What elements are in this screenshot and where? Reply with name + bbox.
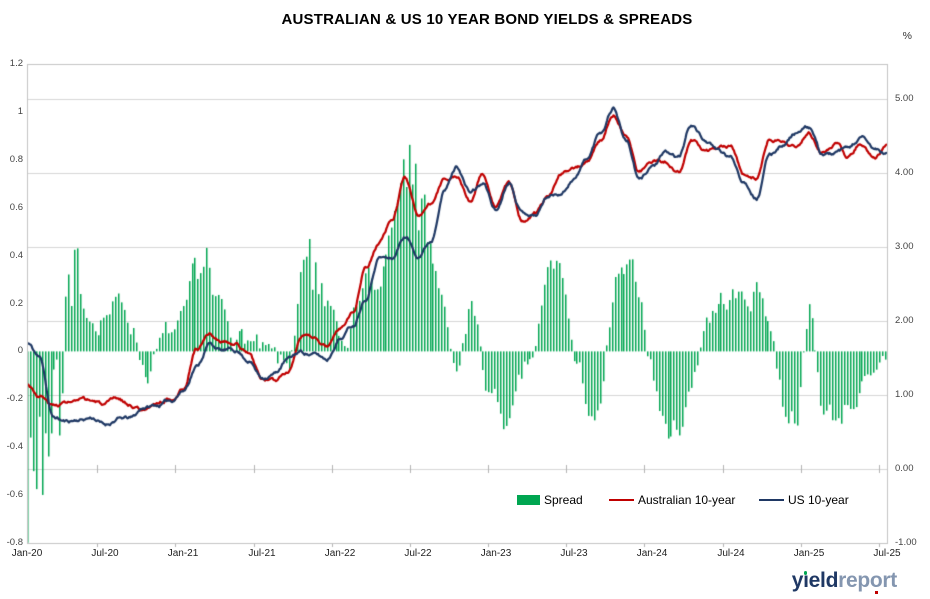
right-axis-tick: 1.00 — [895, 389, 914, 400]
logo-report-text: report — [838, 569, 897, 594]
x-axis-tick: Jul-21 — [248, 548, 276, 559]
legend-swatch — [609, 498, 634, 502]
x-axis-tick: Jul-25 — [873, 548, 901, 559]
x-axis-tick: Jul-22 — [404, 548, 432, 559]
right-axis-tick: 2.00 — [895, 315, 914, 326]
right-axis-unit-label: % — [902, 30, 912, 42]
left-axis-tick: -0.6 — [6, 489, 23, 500]
right-axis-tick: 5.00 — [895, 93, 914, 104]
left-axis-tick: 0 — [17, 345, 23, 356]
legend-label: US 10-year — [788, 493, 849, 507]
x-axis-tick: Jan-22 — [324, 548, 356, 559]
right-axis-tick: 0.00 — [895, 463, 914, 474]
left-axis-tick: 0.2 — [9, 298, 23, 309]
left-axis-tick: -0.8 — [6, 537, 23, 548]
logo-red-mark — [874, 590, 878, 594]
x-axis-tick: Jan-21 — [167, 548, 199, 559]
logo-yield-text: yıeld — [791, 569, 839, 592]
legend-item-australian-10-year: Australian 10-year — [609, 492, 735, 508]
left-axis-tick: 1.2 — [9, 58, 23, 69]
left-axis-tick: 0.4 — [9, 250, 23, 261]
x-axis-tick: Jan-25 — [793, 548, 825, 559]
yieldreport-logo: yıeld report — [791, 569, 897, 594]
x-axis-tick: Jul-20 — [91, 548, 119, 559]
right-axis-tick: 4.00 — [895, 167, 914, 178]
legend-swatch — [759, 498, 784, 502]
left-axis-tick: -0.2 — [6, 393, 23, 404]
logo-green-dot — [803, 571, 808, 575]
legend-swatch — [517, 495, 540, 505]
legend-label: Spread — [544, 493, 583, 507]
left-axis-tick: 0.8 — [9, 154, 23, 165]
legend-item-us-10-year: US 10-year — [759, 492, 849, 508]
x-axis-tick: Jul-24 — [717, 548, 745, 559]
left-axis-tick: 0.6 — [9, 202, 23, 213]
legend-label: Australian 10-year — [638, 493, 736, 507]
legend-item-spread: Spread — [517, 492, 583, 508]
left-axis-tick: -0.4 — [6, 441, 23, 452]
right-axis-tick: 3.00 — [895, 241, 914, 252]
chart-title: AUSTRALIAN & US 10 YEAR BOND YIELDS & SP… — [281, 11, 693, 28]
x-axis-tick: Jan-24 — [636, 548, 668, 559]
x-axis-tick: Jan-20 — [11, 548, 43, 559]
right-axis-tick: -1.00 — [895, 537, 917, 548]
x-axis-tick: Jan-23 — [480, 548, 512, 559]
x-axis-tick: Jul-23 — [560, 548, 588, 559]
left-axis-tick: 1 — [17, 106, 23, 117]
